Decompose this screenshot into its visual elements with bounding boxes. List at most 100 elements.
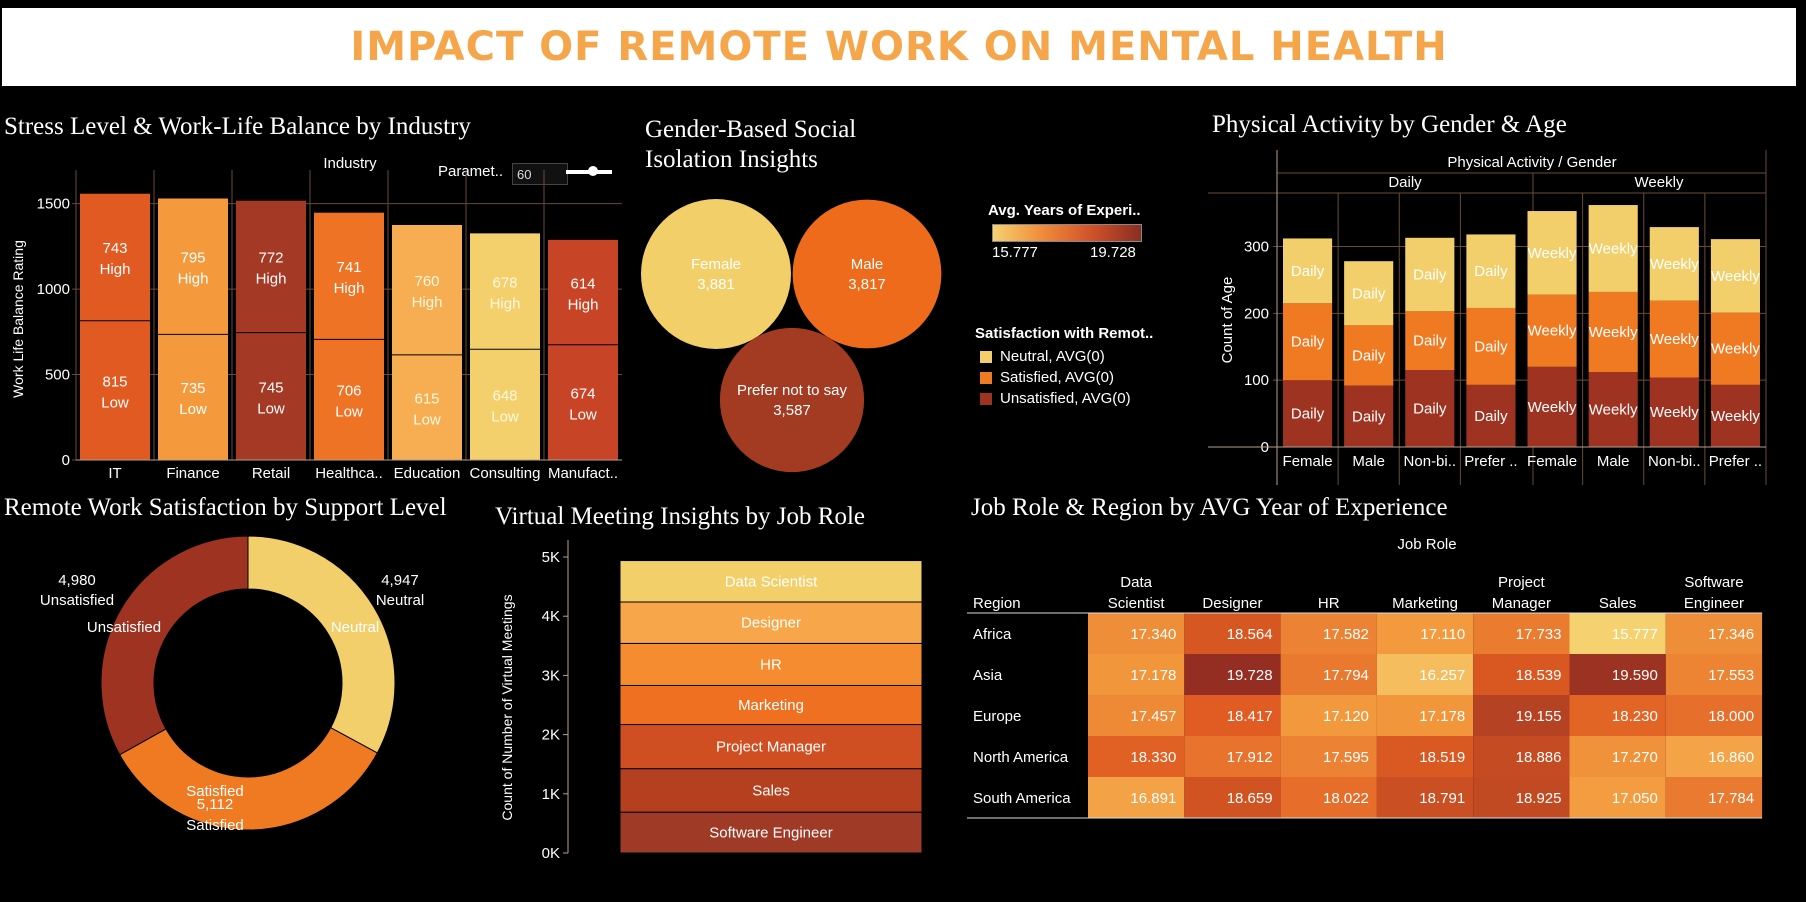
industry-bar-high[interactable]: [80, 193, 150, 321]
physical-activity-title: Physical Activity by Gender & Age: [1212, 111, 1567, 138]
activity-bar-segment[interactable]: [1527, 366, 1577, 447]
meetings-bar-segment[interactable]: [619, 560, 923, 603]
heatmap-cell[interactable]: [1088, 695, 1185, 736]
industry-bar-high[interactable]: [470, 233, 540, 350]
activity-bar-segment[interactable]: [1649, 300, 1699, 378]
activity-bar-segment[interactable]: [1527, 294, 1577, 367]
activity-bar-segment[interactable]: [1710, 239, 1760, 313]
legend-item-satisfied[interactable]: Satisfied, AVG(0): [980, 369, 1114, 386]
activity-bar-segment[interactable]: [1344, 325, 1394, 386]
activity-bar-segment[interactable]: [1588, 291, 1638, 373]
heatmap-cell[interactable]: [1376, 654, 1474, 695]
heatmap-cell[interactable]: [1184, 736, 1281, 777]
heatmap-cell[interactable]: [1088, 777, 1185, 818]
industry-bar-high[interactable]: [548, 239, 618, 345]
heatmap-cell[interactable]: [1376, 777, 1474, 818]
industry-bar-low[interactable]: [158, 334, 228, 460]
gender-bubble[interactable]: [641, 199, 791, 349]
heatmap-cell[interactable]: [1280, 654, 1377, 695]
heatmap-cell[interactable]: [1184, 654, 1281, 695]
activity-segment-label: Weekly: [1711, 268, 1760, 285]
heatmap-cell-value: 18.791: [1419, 790, 1465, 807]
heatmap-cell[interactable]: [1473, 736, 1570, 777]
industry-bar-low[interactable]: [548, 344, 618, 460]
activity-bar-segment[interactable]: [1649, 227, 1699, 301]
heatmap-cell[interactable]: [1665, 736, 1763, 777]
industry-bar-low[interactable]: [314, 339, 384, 460]
meetings-bar-segment[interactable]: [619, 601, 923, 644]
heatmap-cell[interactable]: [1280, 777, 1377, 818]
industry-label-low: Low: [101, 394, 129, 411]
heatmap-cell[interactable]: [1569, 777, 1666, 818]
donut-slice-label-unsatisfied: Unsatisfied: [87, 619, 161, 636]
activity-bar-segment[interactable]: [1527, 211, 1577, 295]
legend-item-unsatisfied[interactable]: Unsatisfied, AVG(0): [980, 390, 1131, 407]
heatmap-cell[interactable]: [1184, 777, 1281, 818]
heatmap-cell[interactable]: [1184, 695, 1281, 736]
activity-bar-segment[interactable]: [1710, 384, 1760, 447]
heatmap-cell[interactable]: [1665, 777, 1763, 818]
parameter-slider-handle[interactable]: [588, 166, 598, 176]
industry-bar-low[interactable]: [470, 349, 540, 460]
heatmap-cell[interactable]: [1569, 695, 1666, 736]
meetings-bar-segment[interactable]: [619, 642, 923, 686]
donut-slice[interactable]: [247, 535, 396, 754]
activity-bar-segment[interactable]: [1344, 385, 1394, 447]
gender-bubble[interactable]: [792, 199, 942, 349]
activity-bar-segment[interactable]: [1283, 303, 1333, 381]
activity-bar-segment[interactable]: [1405, 311, 1455, 371]
heatmap-cell[interactable]: [1569, 736, 1666, 777]
industry-bar-high[interactable]: [392, 225, 462, 355]
activity-bar-segment[interactable]: [1588, 372, 1638, 447]
heatmap-cell[interactable]: [1473, 654, 1570, 695]
activity-bar-segment[interactable]: [1588, 205, 1638, 292]
industry-bar-low[interactable]: [236, 332, 306, 460]
heatmap-cell[interactable]: [1473, 777, 1570, 818]
heatmap-cell[interactable]: [1280, 695, 1377, 736]
heatmap-cell[interactable]: [1088, 613, 1185, 654]
industry-bar-low[interactable]: [80, 320, 150, 460]
industry-bar-low[interactable]: [392, 354, 462, 460]
donut-slice[interactable]: [119, 727, 378, 831]
meetings-bar-segment[interactable]: [619, 811, 923, 854]
donut-value-satisfied: 5,112: [197, 796, 233, 813]
activity-y-tick: 300: [1244, 238, 1269, 255]
heatmap-cell[interactable]: [1088, 736, 1185, 777]
industry-bar-high[interactable]: [314, 212, 384, 340]
legend-item-neutral[interactable]: Neutral, AVG(0): [980, 348, 1105, 365]
parameter-input[interactable]: [512, 163, 568, 185]
heatmap-cell[interactable]: [1569, 654, 1666, 695]
heatmap-cell[interactable]: [1280, 613, 1377, 654]
heatmap-cell[interactable]: [1088, 654, 1185, 695]
heatmap-cell[interactable]: [1665, 695, 1763, 736]
heatmap-cell[interactable]: [1569, 613, 1666, 654]
activity-bar-segment[interactable]: [1283, 380, 1333, 447]
industry-bar-high[interactable]: [236, 200, 306, 333]
heatmap-cell[interactable]: [1376, 736, 1474, 777]
heatmap-cell[interactable]: [1473, 613, 1570, 654]
activity-bar-segment[interactable]: [1710, 312, 1760, 385]
heatmap-cell[interactable]: [1665, 654, 1763, 695]
activity-bar-segment[interactable]: [1283, 238, 1333, 304]
activity-bar-segment[interactable]: [1649, 377, 1699, 447]
activity-segment-label: Daily: [1413, 267, 1447, 284]
industry-bar-high[interactable]: [158, 198, 228, 335]
activity-bar-segment[interactable]: [1466, 307, 1516, 385]
donut-slice[interactable]: [100, 535, 249, 756]
heatmap-cell[interactable]: [1376, 695, 1474, 736]
meetings-bar-segment[interactable]: [619, 684, 923, 726]
heatmap-cell[interactable]: [1280, 736, 1377, 777]
gender-bubble[interactable]: [719, 327, 865, 473]
activity-bar-segment[interactable]: [1405, 370, 1455, 447]
activity-bar-segment[interactable]: [1466, 234, 1516, 308]
activity-bar-segment[interactable]: [1466, 384, 1516, 447]
heatmap-cell[interactable]: [1376, 613, 1474, 654]
meetings-bar-segment[interactable]: [619, 724, 923, 770]
activity-bar-segment[interactable]: [1405, 237, 1455, 312]
heatmap-cell[interactable]: [1184, 613, 1281, 654]
heatmap-cell[interactable]: [1665, 613, 1763, 654]
meetings-bar-segment[interactable]: [619, 768, 923, 813]
donut-value-neutral: 4,947: [381, 572, 419, 589]
activity-bar-segment[interactable]: [1344, 261, 1394, 326]
heatmap-cell[interactable]: [1473, 695, 1570, 736]
